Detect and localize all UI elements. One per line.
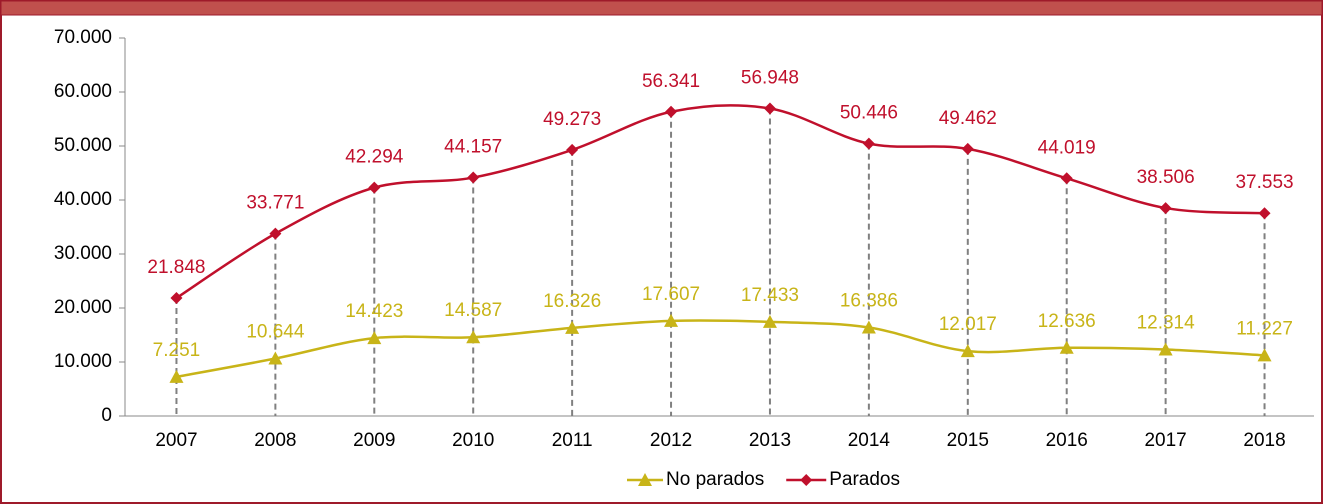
legend-label: No parados [666, 469, 764, 490]
legend-marker [638, 473, 652, 486]
marker [1258, 207, 1271, 220]
data-label: 42.294 [345, 147, 404, 168]
y-tick-label: 0 [101, 405, 112, 426]
legend-marker [800, 474, 813, 486]
x-tick-label: 2017 [1144, 430, 1186, 451]
data-label: 10.644 [246, 322, 305, 343]
data-label: 17.607 [642, 284, 700, 305]
marker [665, 105, 678, 118]
data-label: 11.227 [1236, 318, 1293, 339]
data-label: 50.446 [840, 103, 898, 124]
marker [1159, 202, 1172, 215]
data-label: 14.423 [345, 301, 403, 322]
marker [762, 314, 777, 328]
x-tick-label: 2010 [452, 430, 494, 451]
data-label: 37.553 [1235, 172, 1293, 193]
x-tick-label: 2009 [353, 430, 395, 451]
x-tick-label: 2015 [947, 430, 989, 451]
y-tick-label: 50.000 [54, 135, 112, 156]
x-tick-label: 2012 [650, 430, 692, 451]
marker [1059, 340, 1074, 354]
y-tick-label: 30.000 [54, 243, 112, 264]
marker [466, 330, 481, 344]
marker [664, 313, 679, 327]
y-tick-label: 70.000 [54, 27, 112, 48]
marker [960, 344, 975, 358]
y-tick-label: 60.000 [54, 81, 112, 102]
marker [961, 142, 974, 155]
data-label: 56.341 [642, 71, 700, 92]
marker [367, 331, 382, 345]
marker [1060, 172, 1073, 185]
marker [169, 369, 184, 383]
x-tick-label: 2013 [749, 430, 791, 451]
data-label: 49.273 [543, 109, 601, 130]
data-label: 16.326 [543, 291, 601, 312]
data-label: 44.019 [1038, 137, 1096, 158]
y-tick-label: 20.000 [54, 297, 112, 318]
y-tick-label: 10.000 [54, 351, 112, 372]
marker [861, 320, 876, 334]
data-label: 7.251 [153, 340, 201, 361]
marker [368, 181, 381, 194]
marker [467, 171, 480, 184]
marker [862, 137, 875, 150]
data-label: 12.314 [1137, 313, 1196, 334]
x-tick-label: 2007 [155, 430, 197, 451]
marker [269, 227, 282, 240]
marker [566, 143, 579, 156]
marker [565, 320, 580, 334]
x-tick-label: 2016 [1046, 430, 1088, 451]
data-label: 12.636 [1038, 311, 1096, 332]
x-tick-label: 2018 [1243, 430, 1285, 451]
x-tick-label: 2011 [552, 430, 593, 451]
line [176, 319, 1265, 379]
marker [763, 102, 776, 115]
legend-label: Parados [829, 469, 900, 490]
data-label: 56.948 [741, 67, 799, 88]
marker [170, 292, 183, 305]
data-label: 49.462 [939, 108, 997, 129]
data-label: 21.848 [147, 257, 205, 278]
x-tick-label: 2008 [254, 430, 296, 451]
data-label: 12.017 [939, 314, 997, 335]
data-label: 44.157 [444, 137, 502, 158]
data-label: 16.386 [840, 291, 898, 312]
data-label: 14.587 [444, 300, 502, 321]
data-label: 17.433 [741, 285, 799, 306]
marker [268, 351, 283, 365]
marker [1257, 348, 1272, 362]
marker [1158, 342, 1173, 356]
header-bar [0, 0, 1323, 16]
y-tick-label: 40.000 [54, 189, 112, 210]
x-tick-label: 2014 [848, 430, 891, 451]
data-label: 38.506 [1137, 167, 1195, 188]
data-label: 33.771 [246, 193, 304, 214]
